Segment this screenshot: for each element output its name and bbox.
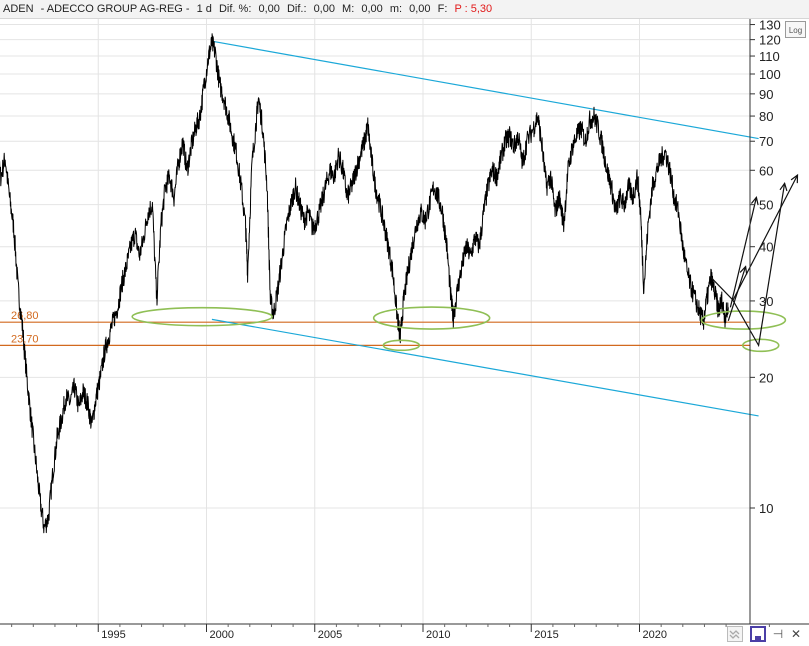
min-value: 0,00 — [409, 3, 431, 15]
pin-icon[interactable]: ⊣ — [772, 627, 784, 641]
change-value: 0,00 — [313, 3, 335, 15]
log-scale-button[interactable]: Log — [785, 21, 806, 38]
y-tick-label: 40 — [759, 240, 773, 255]
y-tick-label: 60 — [759, 163, 773, 178]
projection-arrow — [732, 174, 799, 302]
support-label: 26,80 — [11, 310, 39, 322]
y-tick-label: 120 — [759, 33, 781, 48]
support-label: 23,70 — [11, 333, 39, 345]
y-tick-label: 130 — [759, 18, 781, 33]
pct-change-label: Dif. %: — [218, 3, 252, 15]
y-tick-label: 30 — [759, 294, 773, 309]
y-tick-label: 110 — [759, 49, 780, 64]
period-label: 1 d — [196, 3, 212, 15]
highlight-ellipse — [372, 306, 491, 330]
highlight-ellipse — [700, 310, 787, 330]
channel-trendline — [211, 40, 759, 140]
projection-arrow-head — [739, 265, 748, 275]
highlight-ellipse — [741, 338, 780, 353]
max-label: M: — [342, 3, 355, 15]
change-label: Dif.: — [286, 3, 307, 15]
y-tick-label: 20 — [759, 370, 773, 385]
y-tick-label: 100 — [759, 67, 781, 82]
min-label: m: — [389, 3, 403, 15]
y-tick-label: 90 — [759, 87, 773, 102]
projection-arrow-head — [790, 173, 799, 184]
y-tick-label: 80 — [759, 109, 773, 124]
max-value: 0,00 — [361, 3, 383, 15]
chart-header: ADEN - ADECCO GROUP AG-REG - 1 d Dif. %:… — [0, 0, 809, 19]
save-icon[interactable] — [750, 626, 766, 642]
projection-arrow-head — [750, 195, 759, 206]
highlight-ellipse — [382, 339, 421, 352]
symbol-label: ADEN — [3, 3, 34, 15]
price-series-line — [0, 33, 729, 534]
zoom-icon[interactable] — [727, 626, 743, 642]
projection-arrow-head — [779, 181, 788, 192]
company-name: - ADECCO GROUP AG-REG - — [40, 3, 190, 15]
x-tick-label: 1995 — [101, 629, 125, 641]
bottom-toolbar: ⊣ ✕ — [727, 625, 809, 644]
x-tick-label: 2015 — [534, 629, 558, 641]
projection-arrow — [710, 183, 786, 348]
price-value: P : 5,30 — [454, 3, 493, 15]
close-icon[interactable]: ✕ — [790, 627, 802, 641]
highlight-ellipse — [131, 306, 273, 327]
x-tick-label: 2010 — [426, 629, 450, 641]
y-tick-label: 70 — [759, 134, 773, 149]
x-tick-label: 2000 — [210, 629, 234, 641]
x-tick-label: 2005 — [318, 629, 342, 641]
channel-trendline — [211, 318, 759, 417]
projection-arrow — [729, 197, 757, 308]
f-label: F: — [437, 3, 448, 15]
pct-change-value: 0,00 — [258, 3, 280, 15]
y-tick-label: 50 — [759, 198, 773, 213]
x-tick-label: 2020 — [643, 629, 667, 641]
y-tick-label: 10 — [759, 501, 773, 516]
support-label-bg — [8, 309, 41, 322]
support-label-bg — [8, 332, 41, 345]
